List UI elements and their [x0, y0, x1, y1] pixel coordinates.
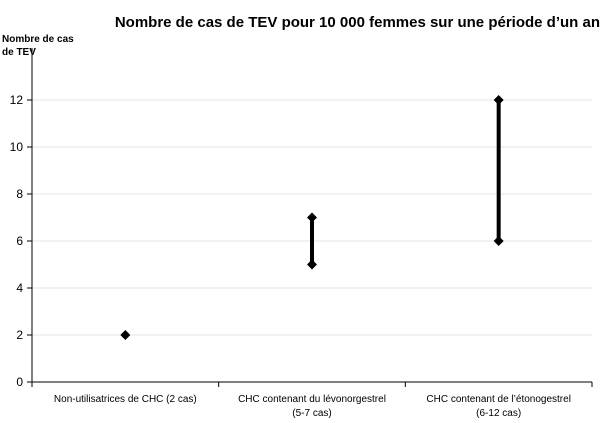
- x-category-label: CHC contenant de l’étonogestrel: [426, 394, 571, 405]
- y-tick-label: 8: [16, 187, 23, 201]
- y-tick-label: 0: [16, 375, 23, 389]
- low-marker: [307, 259, 317, 270]
- y-axis-label-line-2: de TEV: [2, 47, 36, 58]
- y-tick-label: 6: [16, 234, 23, 248]
- y-tick-label: 12: [10, 93, 24, 107]
- y-axis-label: Nombre de cas de TEV: [2, 33, 112, 59]
- high-marker: [493, 95, 504, 105]
- x-category-label: Non-utilisatrices de CHC (2 cas): [54, 394, 197, 405]
- y-axis-label-line-1: Nombre de cas: [2, 34, 74, 45]
- y-tick-label: 4: [16, 281, 23, 295]
- x-category-label: (5-7 cas): [292, 408, 331, 419]
- x-category-label: (6-12 cas): [476, 408, 521, 419]
- chart-title: Nombre de cas de TEV pour 10 000 femmes …: [114, 14, 600, 31]
- y-tick-label: 2: [16, 328, 23, 342]
- y-tick-label: 10: [10, 140, 24, 154]
- low-marker: [120, 330, 131, 340]
- high-marker: [307, 212, 317, 223]
- x-category-label: CHC contenant du lévonorgestrel: [238, 394, 386, 405]
- low-marker: [493, 236, 504, 246]
